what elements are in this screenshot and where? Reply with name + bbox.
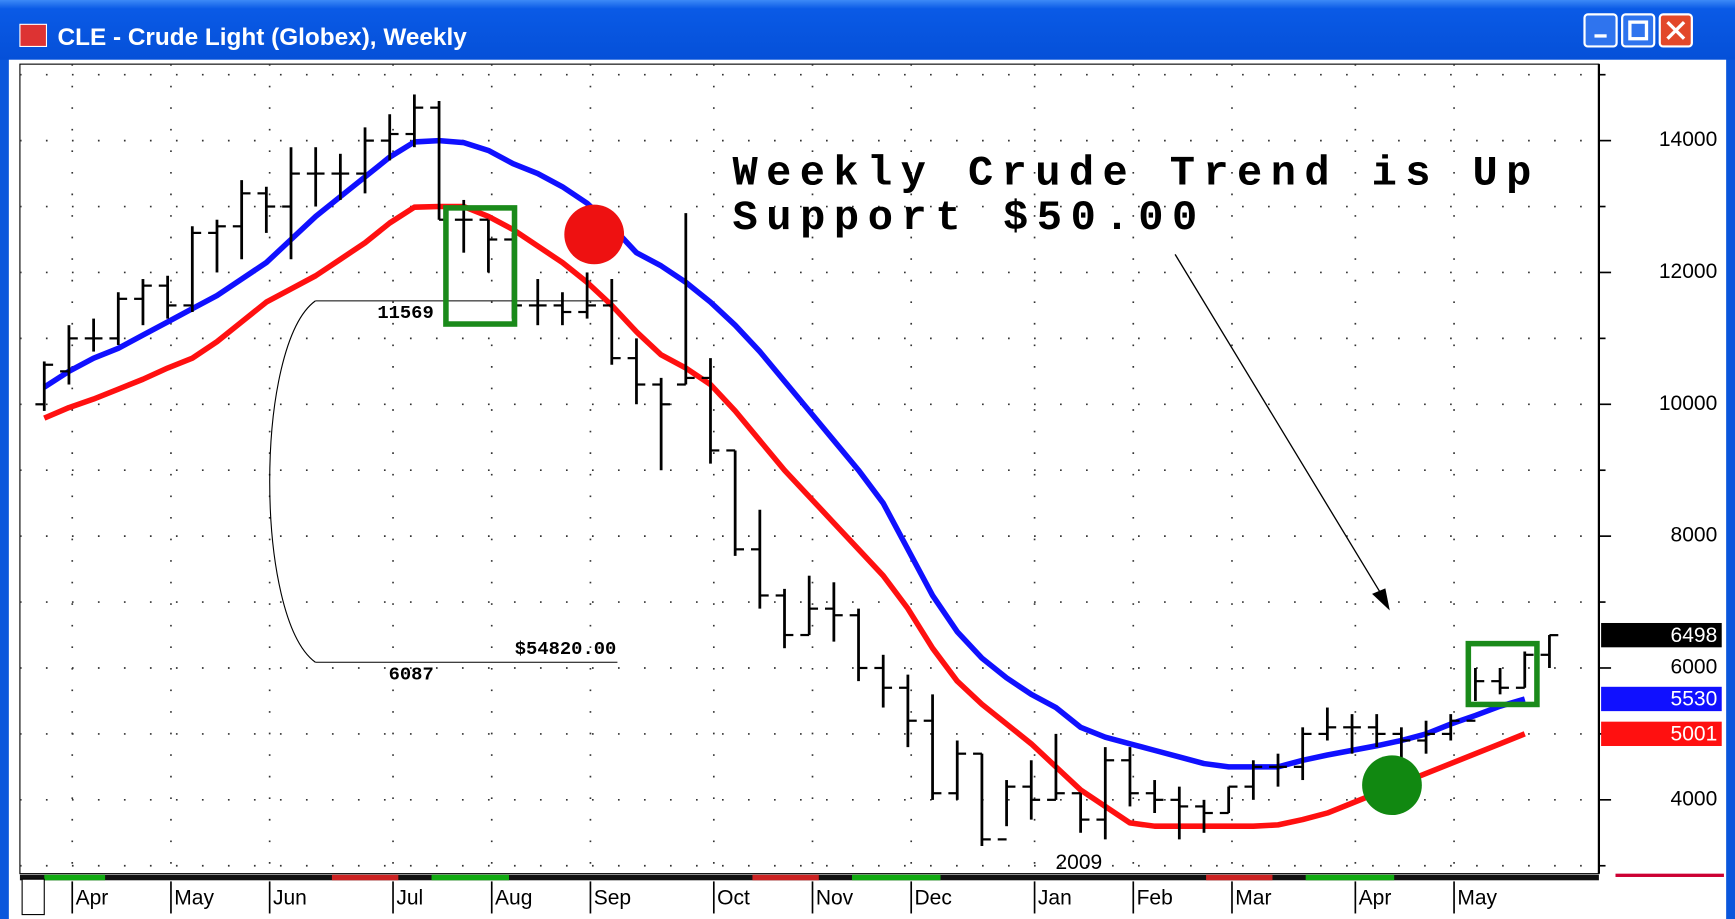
minimize-icon <box>1594 34 1607 38</box>
y-tick-label: 10000 <box>1659 392 1717 415</box>
measure-label: $54820.00 <box>515 638 617 660</box>
x-tick-label: Apr <box>76 887 109 910</box>
x-tick-label: May <box>1457 887 1497 910</box>
title-bar <box>0 0 1735 60</box>
y-tick-label: 12000 <box>1659 260 1717 283</box>
x-tick-label: Jun <box>273 887 307 910</box>
arrow-head <box>1372 588 1390 611</box>
session-strip-segment <box>1305 874 1395 881</box>
y-tick-label: 8000 <box>1671 524 1718 547</box>
x-tick-label: Feb <box>1137 887 1173 910</box>
measure-low-label: 6087 <box>389 663 434 685</box>
session-strip-segment <box>431 874 509 881</box>
app-icon <box>19 23 48 48</box>
x-tick-label: Jan <box>1038 887 1072 910</box>
y-tick-label: 6000 <box>1671 656 1718 679</box>
moving-average-line <box>43 203 1526 829</box>
x-tick-label: Oct <box>717 887 750 910</box>
scroll-box[interactable] <box>21 878 45 916</box>
session-strip-segment <box>852 874 941 881</box>
year-label: 2009 <box>1055 851 1102 874</box>
corner-strip <box>1615 873 1724 877</box>
y-tick-label: 14000 <box>1659 128 1717 151</box>
session-strip-segment <box>331 874 399 881</box>
session-strip-segment <box>44 874 106 881</box>
chart: 4000 6000 8000 10000 12000 14000 Apr May Jun Jul A… <box>19 64 1722 914</box>
arrow-line <box>1174 254 1388 604</box>
x-tick-label: May <box>174 887 214 910</box>
buy-dot <box>1362 755 1422 816</box>
highlight-box <box>443 205 518 327</box>
maximize-icon <box>1628 20 1649 41</box>
maximize-button[interactable] <box>1621 13 1656 48</box>
measure-high-label: 11569 <box>377 302 433 324</box>
price-tag <box>1601 686 1722 712</box>
price-tag-label: 6498 <box>1671 624 1718 647</box>
sell-dot <box>564 204 625 265</box>
x-tick-label: Jul <box>396 887 423 910</box>
close-icon <box>1666 20 1686 40</box>
price-tag-label: 5530 <box>1671 688 1718 711</box>
session-strip-segment <box>752 874 819 881</box>
highlight-box <box>1465 640 1540 708</box>
session-strip-segment <box>1206 874 1273 881</box>
price-tag <box>1601 622 1722 648</box>
x-tick-label: Mar <box>1235 887 1271 910</box>
x-tick-label: Nov <box>816 887 854 910</box>
y-tick-label: 4000 <box>1671 787 1718 810</box>
price-tag-label: 5001 <box>1671 722 1718 745</box>
plot-area <box>19 63 1600 875</box>
x-tick-label: Apr <box>1359 887 1392 910</box>
x-tick-label: Dec <box>915 887 952 910</box>
price-tag <box>1601 721 1722 747</box>
measure-bracket <box>269 300 316 663</box>
window-title: CLE - Crude Light (Globex), Weekly <box>58 24 468 51</box>
x-tick-label: Sep <box>594 887 631 910</box>
x-tick-label: Aug <box>495 887 532 910</box>
minimize-button[interactable] <box>1583 13 1618 48</box>
